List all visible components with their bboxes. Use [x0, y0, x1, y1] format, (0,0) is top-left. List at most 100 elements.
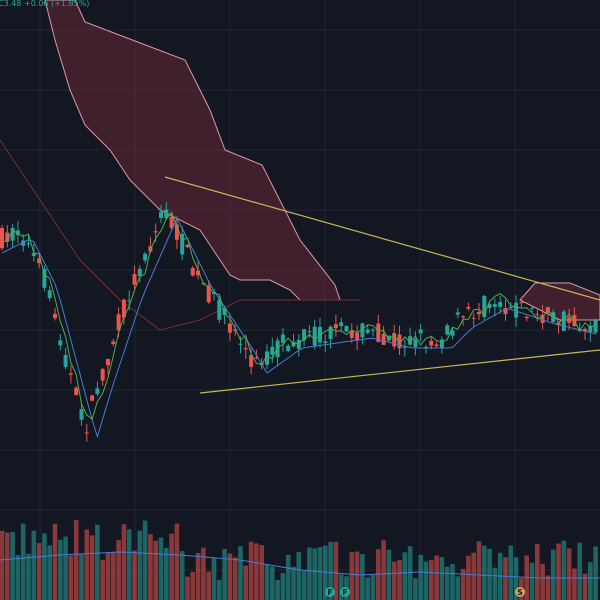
candle-body: [434, 344, 439, 346]
candle-body: [424, 346, 428, 349]
candle-body: [143, 253, 148, 261]
candle-body: [408, 336, 413, 345]
volume-bar: [561, 540, 567, 600]
candle-body: [243, 348, 248, 350]
candle-body: [492, 304, 497, 307]
candle-body: [270, 346, 275, 355]
candle-body: [583, 328, 587, 332]
volume-bar: [275, 579, 280, 600]
candle-body: [360, 323, 365, 338]
candle-body: [307, 331, 312, 333]
candle-body: [153, 231, 158, 233]
candle-body: [206, 285, 211, 303]
volume-bar: [418, 554, 423, 600]
volume-bar: [471, 552, 476, 600]
candle-body: [530, 307, 534, 309]
candle-body: [275, 340, 280, 358]
candle-body: [339, 322, 344, 327]
candle-body: [159, 211, 163, 218]
candle-body: [413, 339, 418, 347]
volume-bar: [444, 566, 450, 600]
volume-bar: [195, 553, 201, 600]
volume-bar: [79, 554, 84, 600]
event-marker: S: [515, 587, 525, 597]
candle-body: [349, 330, 354, 338]
candle-body: [328, 326, 333, 340]
candle-body: [127, 300, 132, 302]
volume-bar: [333, 541, 339, 600]
candle-body: [116, 314, 121, 331]
candle-body: [551, 312, 556, 322]
volume-bar: [95, 524, 100, 600]
event-dot: [515, 587, 525, 597]
volume-bar: [153, 540, 158, 600]
volume-bar: [577, 542, 582, 600]
candle-body: [450, 330, 455, 336]
candle-body: [90, 395, 95, 401]
volume-bar: [105, 552, 111, 600]
volume-bar: [222, 548, 227, 600]
candle-body: [455, 312, 460, 315]
volume-bar: [513, 557, 519, 600]
candle-body: [164, 209, 169, 219]
volume-bar: [264, 564, 270, 600]
volume-bar: [349, 551, 355, 600]
volume-bar: [391, 561, 397, 600]
volume: [0, 520, 598, 600]
volume-bar: [158, 537, 164, 600]
volume-bar: [227, 553, 233, 600]
candle-body: [5, 232, 10, 242]
volume-bar: [381, 540, 386, 600]
volume-bar: [285, 554, 291, 600]
candle-body: [31, 253, 36, 257]
candle-body: [487, 304, 492, 309]
lagging-line: [0, 139, 360, 331]
volume-bar: [307, 547, 312, 600]
volume-bar: [450, 564, 455, 600]
volume-bar: [407, 546, 413, 600]
event-label: S: [517, 588, 523, 597]
base-line: [1, 217, 596, 439]
volume-bar: [15, 555, 21, 600]
candle-body: [540, 314, 545, 323]
volume-bar: [360, 554, 365, 600]
candle-body: [333, 324, 338, 329]
candle-body: [429, 340, 434, 346]
candle-body: [47, 290, 52, 298]
volume-bar: [492, 567, 498, 600]
candle-body: [95, 388, 100, 394]
candle-body: [63, 354, 68, 367]
candle-body: [561, 311, 566, 331]
volume-bar: [476, 541, 482, 600]
candle-body: [461, 316, 466, 318]
volume-bar: [540, 563, 545, 600]
volume-bar: [217, 579, 222, 600]
candle-body: [524, 316, 529, 319]
volume-bar: [312, 548, 317, 600]
volume-bar: [413, 578, 418, 600]
volume-bar: [36, 543, 42, 600]
volume-bar: [487, 548, 492, 600]
candle-body: [106, 359, 110, 366]
candle-body: [280, 334, 285, 343]
candle-body: [344, 325, 349, 332]
volume-bar: [365, 577, 370, 600]
volume-bar: [42, 533, 47, 600]
volume-bar: [508, 545, 514, 600]
volume-bar: [529, 562, 535, 600]
volume-bar: [460, 569, 466, 600]
candle-body: [545, 307, 550, 313]
candle-body: [312, 326, 317, 346]
candle-body: [0, 228, 4, 249]
candle-body: [402, 346, 407, 348]
volume-bar: [10, 532, 15, 600]
volume-bar: [572, 568, 577, 600]
volume-bar: [259, 545, 264, 600]
candle-body: [10, 228, 15, 241]
volume-bar: [68, 555, 74, 600]
conversion-line: [1, 211, 596, 421]
volume-bar: [89, 535, 95, 600]
candle-body: [137, 268, 142, 277]
candle-body: [196, 270, 201, 276]
